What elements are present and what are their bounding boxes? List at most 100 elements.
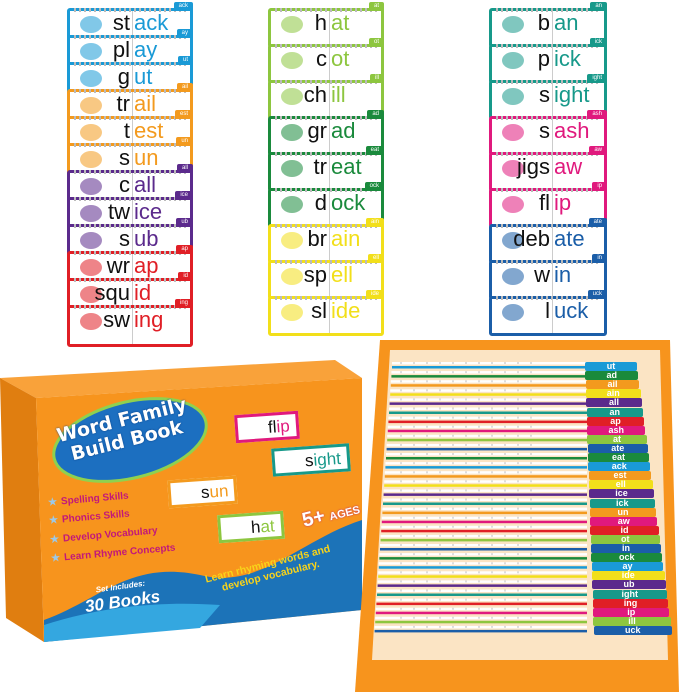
tray-book-tab: ill (593, 616, 671, 626)
tray-book-tab: ell (588, 480, 653, 490)
rime-text: ide (331, 298, 361, 323)
page-divider (552, 83, 553, 117)
flashcard-picture (502, 232, 524, 249)
spiral-binding (275, 44, 377, 48)
onset-text: sp (303, 262, 327, 287)
tray-book-tab: in (591, 544, 661, 553)
tray-book-tab: ice (589, 489, 654, 499)
flashcard: ain br ain (268, 218, 384, 264)
flashcard-tab: an (590, 2, 607, 11)
tray-book-tab: ot (590, 534, 660, 544)
rime-text: un (134, 145, 159, 170)
sample-card: hat (217, 510, 285, 544)
tray-book-tab: est (588, 471, 652, 481)
book-spine-strip (387, 434, 587, 438)
flashcard-picture (80, 151, 102, 168)
flashcard-tab: ain (365, 218, 384, 227)
book-spine-strip (375, 620, 587, 624)
flashcard: ick p ick (489, 38, 607, 84)
flashcard: ide sl ide (268, 290, 384, 336)
spiral-binding (275, 116, 377, 120)
book-spine-strip (391, 371, 587, 374)
spiral-binding (275, 152, 377, 156)
flashcard: ight s ight (489, 74, 607, 120)
page-divider (329, 263, 330, 297)
page-divider (132, 65, 133, 101)
flashcard: ock d ock (268, 182, 384, 228)
ages-number: 5+ (299, 504, 328, 532)
book-spine-strip (386, 453, 587, 456)
book-spine-strip (380, 544, 587, 547)
rime-text: ock (331, 190, 366, 215)
flashcard-picture (80, 124, 102, 141)
flashcard-picture (502, 124, 524, 141)
flashcard-picture (80, 205, 102, 222)
tray-book-tab: ip (593, 607, 670, 617)
book-spine-strip (374, 629, 587, 633)
onset-text: s (119, 226, 130, 251)
onset-text: p (537, 46, 550, 71)
page-divider (329, 227, 330, 261)
book-spine-strip (381, 520, 587, 524)
spiral-binding (74, 35, 186, 39)
flashcard-column-3: an b an ick p ick ight s ight ash s ash aw jigs aw ip fl… (489, 2, 607, 336)
flashcard-tab: est (174, 110, 193, 119)
flashcard-picture (281, 52, 303, 69)
page-divider (132, 254, 133, 290)
box-blue-wave-light (44, 603, 220, 642)
book-spine-strip (384, 471, 587, 474)
spiral-binding (275, 224, 377, 228)
page-divider (132, 227, 133, 263)
book-spine-strip (377, 580, 587, 583)
book-spine-strip (377, 589, 587, 592)
flashcard-tab: ub (176, 218, 193, 227)
book-spine-strip (388, 420, 587, 424)
page-divider (329, 191, 330, 225)
spiral-binding (275, 8, 377, 12)
flashcard-picture (502, 52, 524, 69)
book-spine-strip (382, 511, 587, 515)
book-spine-strip (381, 525, 587, 529)
onset-text: deb (513, 226, 550, 251)
flashcard-picture (281, 88, 303, 105)
tray-book-tab: ide (591, 571, 665, 581)
book-spine-strip (380, 538, 587, 542)
book-spine-strip (387, 429, 587, 433)
spiral-binding (496, 80, 600, 84)
rime-text: ight (312, 448, 342, 470)
flashcard-picture (502, 160, 524, 177)
flashcard-tab: ip (592, 182, 607, 191)
page-divider (329, 155, 330, 189)
rime-text: in (554, 262, 572, 287)
tray-book-tab: un (589, 507, 657, 517)
rime-text: eat (331, 154, 362, 179)
spiral-binding (496, 260, 600, 264)
star-icon: ★ (47, 496, 58, 509)
onset-text: c (119, 172, 130, 197)
book-spine-strip (378, 562, 587, 565)
spiral-binding (74, 116, 186, 120)
book-spine-strip (389, 407, 587, 410)
tray-book-tab: an (586, 407, 643, 417)
page-divider (552, 47, 553, 81)
flashcard-picture (281, 124, 303, 141)
spiral-binding (74, 143, 186, 147)
tray-book-tab: ap (586, 416, 645, 426)
book-spine-strip (375, 611, 587, 615)
book-spine-strip (389, 402, 587, 405)
book-spine-strip (383, 489, 587, 492)
spiral-binding (74, 170, 186, 174)
tray-book-tab: at (587, 434, 647, 444)
rime-text: an (554, 10, 579, 35)
page-divider (132, 92, 133, 128)
onset-text: sw (103, 307, 130, 332)
star-icon: ★ (49, 533, 60, 546)
flashcard-tab: ad (367, 110, 384, 119)
flashcard-tab: eat (365, 146, 384, 155)
flashcard: ash s ash (489, 110, 607, 156)
flashcard-tab: ight (587, 74, 607, 83)
book-spine-strip (383, 493, 587, 496)
spiral-binding (496, 296, 600, 300)
onset-text: wr (106, 253, 130, 278)
book-spine-strip (374, 625, 587, 629)
